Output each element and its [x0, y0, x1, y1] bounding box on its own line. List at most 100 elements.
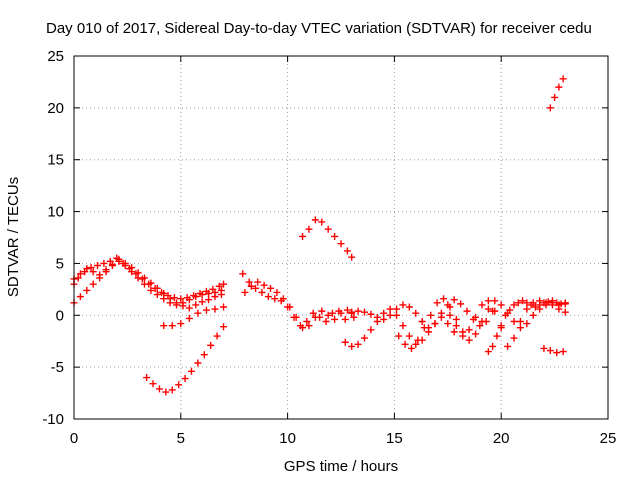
- data-point: [527, 301, 535, 309]
- data-point: [87, 264, 95, 272]
- data-point: [160, 322, 168, 330]
- data-point: [89, 268, 97, 276]
- x-axis-label: GPS time / hours: [284, 458, 398, 475]
- data-point: [548, 297, 556, 305]
- data-point: [292, 313, 300, 321]
- data-point: [450, 296, 458, 304]
- data-point: [354, 340, 362, 348]
- data-point: [322, 318, 330, 326]
- y-tick-label: 0: [56, 307, 64, 324]
- data-point: [523, 299, 531, 307]
- data-point: [531, 303, 539, 311]
- data-point: [331, 232, 339, 240]
- data-point: [215, 282, 223, 290]
- data-point: [241, 288, 249, 296]
- data-point: [491, 297, 499, 305]
- data-point: [437, 309, 445, 317]
- data-point: [108, 260, 116, 268]
- data-point: [324, 225, 332, 233]
- data-point: [341, 315, 349, 323]
- series-track-j: [348, 296, 497, 332]
- series-track-o: [546, 75, 567, 112]
- data-point: [544, 298, 552, 306]
- data-point: [380, 309, 388, 317]
- data-point: [134, 269, 142, 277]
- data-point: [412, 340, 420, 348]
- data-point: [433, 299, 441, 307]
- y-tick-label: 5: [56, 255, 64, 272]
- series-track-i: [341, 305, 458, 350]
- data-point: [555, 83, 563, 91]
- chart-title: Day 010 of 2017, Sidereal Day-to-day VTE…: [46, 20, 592, 37]
- data-point: [450, 328, 458, 336]
- data-point: [100, 259, 108, 267]
- data-point: [523, 305, 531, 313]
- data-point: [514, 299, 522, 307]
- data-point: [540, 299, 548, 307]
- data-points: [70, 75, 569, 396]
- data-point: [553, 349, 561, 357]
- data-point: [143, 374, 151, 382]
- data-point: [529, 311, 537, 319]
- data-point: [198, 291, 206, 299]
- data-point: [405, 332, 413, 340]
- data-point: [414, 336, 422, 344]
- data-point: [561, 308, 569, 316]
- data-point: [401, 340, 409, 348]
- data-point: [348, 309, 356, 317]
- data-point: [303, 318, 311, 326]
- data-point: [155, 385, 163, 393]
- data-point: [559, 75, 567, 83]
- data-point: [484, 297, 492, 305]
- data-point: [457, 300, 465, 308]
- data-point: [427, 311, 435, 319]
- x-tick-label: 0: [70, 430, 78, 447]
- data-point: [343, 247, 351, 255]
- data-point: [472, 330, 480, 338]
- y-tick-label: -5: [51, 359, 64, 376]
- data-point: [207, 341, 215, 349]
- data-point: [194, 359, 202, 367]
- data-point: [194, 309, 202, 317]
- data-point: [264, 293, 272, 301]
- data-point: [559, 348, 567, 356]
- data-point: [121, 259, 129, 267]
- data-point: [168, 322, 176, 330]
- series-track-d: [160, 303, 228, 330]
- data-point: [318, 307, 326, 315]
- data-point: [179, 302, 187, 310]
- data-point: [147, 279, 155, 287]
- data-point: [166, 295, 174, 303]
- y-tick-label: 15: [47, 152, 64, 169]
- data-point: [393, 311, 401, 319]
- plot-frame: [73, 55, 609, 420]
- data-point: [170, 294, 178, 302]
- data-point: [324, 311, 332, 319]
- data-point: [83, 286, 91, 294]
- data-point: [185, 304, 193, 312]
- data-point: [523, 320, 531, 328]
- data-point: [254, 278, 262, 286]
- data-point: [348, 342, 356, 350]
- data-point: [177, 295, 185, 303]
- data-point: [546, 104, 554, 112]
- data-point: [446, 303, 454, 311]
- data-point: [247, 282, 255, 290]
- x-axis: 0 5 10 15 20 25: [70, 56, 616, 447]
- data-point: [478, 318, 486, 326]
- data-point: [553, 299, 561, 307]
- data-point: [463, 307, 471, 315]
- data-point: [213, 332, 221, 340]
- data-point: [181, 375, 189, 383]
- data-point: [516, 324, 524, 332]
- data-point: [153, 291, 161, 299]
- data-point: [395, 332, 403, 340]
- data-point: [501, 311, 509, 319]
- data-point: [373, 313, 381, 321]
- data-point: [386, 311, 394, 319]
- data-point: [220, 303, 228, 311]
- x-tick-label: 10: [279, 430, 296, 447]
- data-point: [493, 332, 501, 340]
- data-point: [185, 296, 193, 304]
- data-point: [311, 216, 319, 224]
